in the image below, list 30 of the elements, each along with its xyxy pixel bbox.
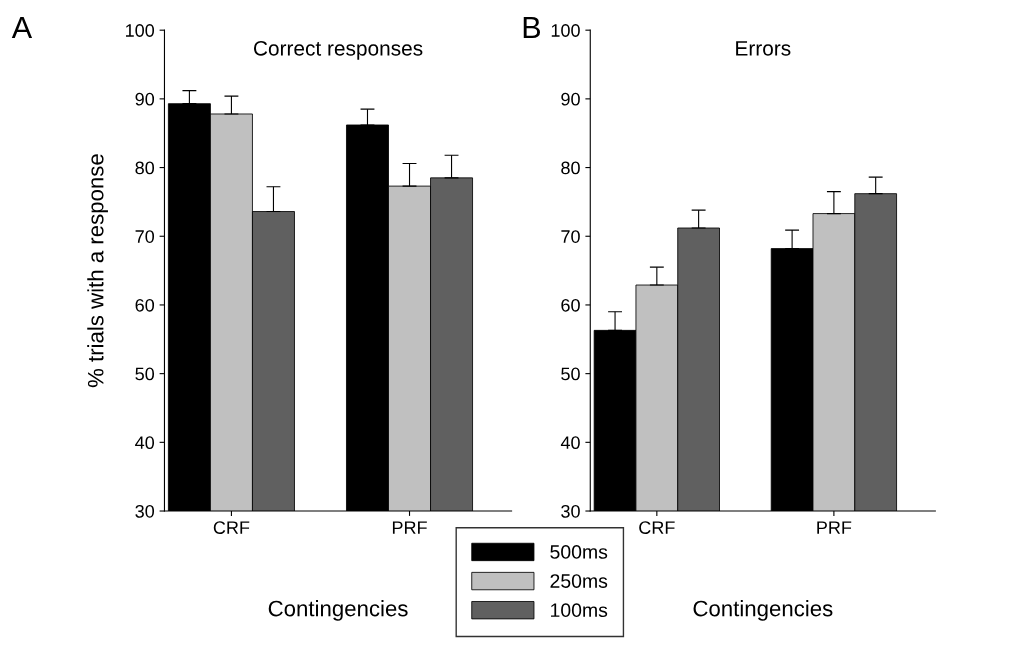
chart-title: Correct responses <box>253 40 423 60</box>
text: B <box>523 17 541 39</box>
y-tick-label: 50 <box>135 367 155 381</box>
y-tick-label: 80 <box>135 161 155 175</box>
y-tick-label: 70 <box>561 230 580 243</box>
legend-label: 100ms <box>551 603 608 618</box>
y-tick-label: 30 <box>135 504 155 518</box>
x-axis-title: Contingencies <box>268 600 408 621</box>
x-tick-label: CRF <box>213 521 250 535</box>
x-tick-label: CRF <box>639 521 675 535</box>
y-tick-label: 40 <box>560 436 580 450</box>
y-tick-label: 100 <box>551 24 580 37</box>
chart-title: Errors <box>736 41 791 56</box>
x-tick-label: PRF <box>392 521 427 534</box>
y-tick-label: 90 <box>561 92 580 106</box>
x-tick-label: PRF <box>817 521 852 534</box>
y-tick-label: 30 <box>561 504 580 518</box>
y-tick-label: 100 <box>126 24 155 37</box>
y-tick-label: 60 <box>135 298 155 312</box>
legend-label: 500ms <box>550 545 608 559</box>
y-tick-label: 70 <box>135 230 155 243</box>
y-tick-label: 90 <box>135 92 155 106</box>
y-tick-label: 80 <box>561 161 580 175</box>
legend-label: 250ms <box>550 574 608 588</box>
x-axis-title: Contingencies <box>693 600 833 621</box>
y-tick-label: 60 <box>561 298 580 312</box>
text: A <box>11 17 33 39</box>
y-tick-label: 40 <box>135 436 155 450</box>
y-axis-title: % trials with a response <box>87 154 108 388</box>
y-tick-label: 50 <box>561 367 580 381</box>
